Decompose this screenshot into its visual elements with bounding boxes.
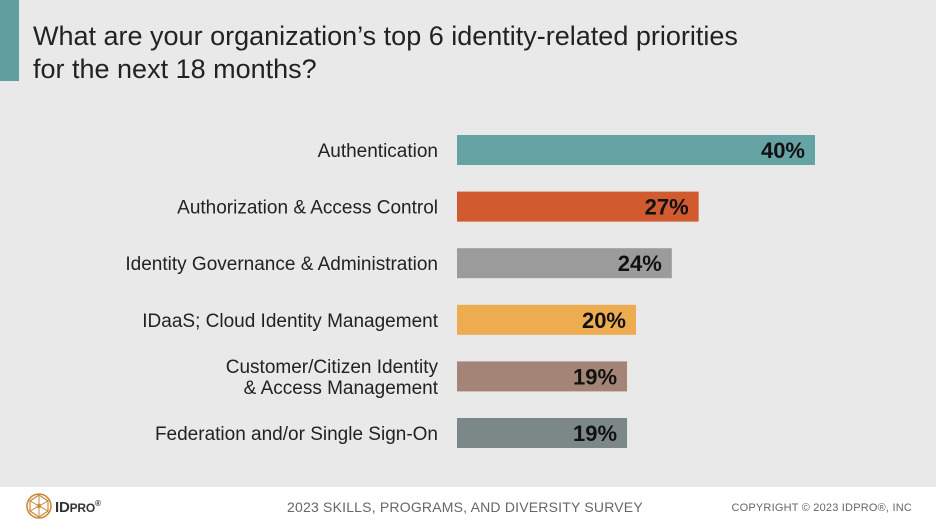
footer: IDPRO® 2023 SKILLS, PROGRAMS, AND DIVERS…: [0, 487, 936, 528]
bar-3: [457, 304, 636, 335]
brand-registered: ®: [95, 499, 101, 508]
title-accent-bar: [0, 0, 19, 81]
copyright: COPYRIGHT © 2023 IDPRO®, INC: [731, 502, 912, 514]
bar-value-label-0: 40%: [761, 138, 805, 163]
category-label-0: Authentication: [318, 141, 438, 162]
category-label-5: Federation and/or Single Sign-On: [155, 424, 438, 445]
title-line-2: for the next 18 months?: [33, 54, 317, 84]
category-label-3: IDaaS; Cloud Identity Management: [142, 311, 438, 332]
category-label-2: Identity Governance & Administration: [125, 254, 438, 275]
survey-name: 2023 SKILLS, PROGRAMS, AND DIVERSITY SUR…: [287, 499, 643, 515]
network-globe-icon: [26, 493, 52, 519]
title-line-1: What are your organization’s top 6 ident…: [33, 21, 738, 51]
idpro-brand: IDPRO®: [55, 499, 101, 516]
bar-value-label-2: 24%: [618, 251, 662, 276]
bar-4: [457, 361, 628, 392]
bar-0: [457, 135, 815, 165]
bar-value-label-1: 27%: [645, 195, 689, 220]
bar-chart: 40% Authentication 27% Authorization & Acce…: [125, 135, 815, 448]
category-label-4-line-0: Customer/Citizen Identity: [226, 357, 439, 378]
bar-value-label-3: 20%: [582, 308, 626, 333]
category-label-4-line-1: & Access Management: [244, 378, 439, 399]
bar-5: [457, 418, 628, 448]
page-title: What are your organization’s top 6 ident…: [33, 20, 913, 86]
bar-value-label-5: 19%: [573, 421, 617, 446]
category-label-1: Authorization & Access Control: [177, 198, 438, 219]
bar-2: [457, 248, 672, 279]
brand-id: ID: [55, 499, 70, 516]
bar-1: [457, 191, 699, 222]
bar-value-label-4: 19%: [573, 364, 617, 389]
brand-pro: PRO: [69, 501, 96, 515]
